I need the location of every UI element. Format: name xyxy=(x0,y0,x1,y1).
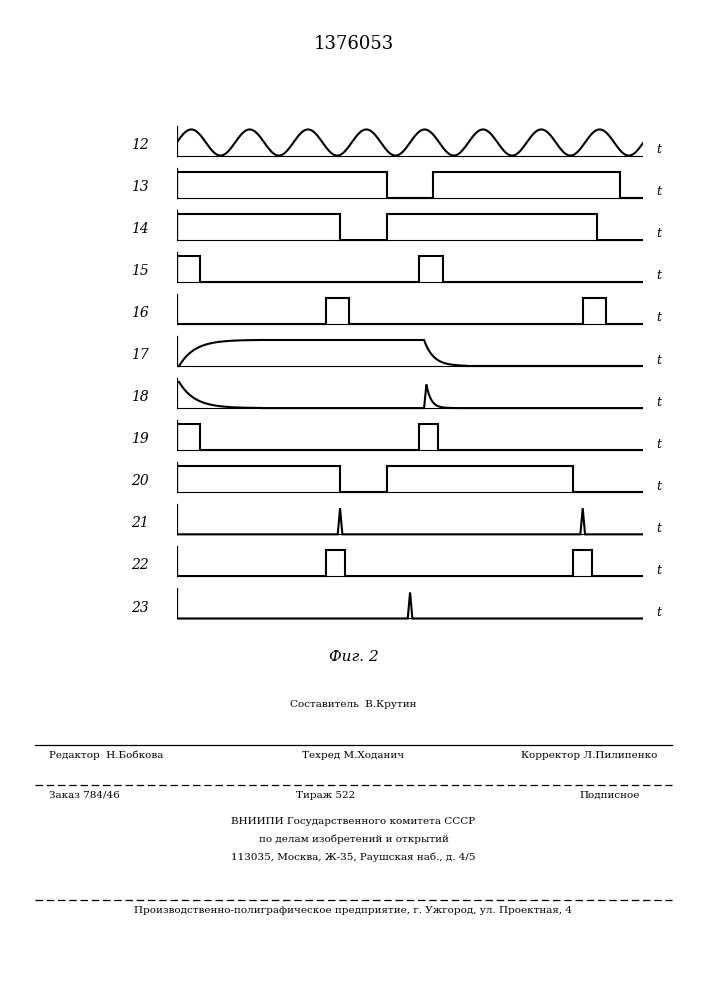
Text: t: t xyxy=(656,606,661,619)
Text: Фиг. 2: Фиг. 2 xyxy=(329,650,378,664)
Text: t: t xyxy=(656,564,661,577)
Text: t: t xyxy=(656,354,661,367)
Text: ВНИИПИ Государственного комитета СССР: ВНИИПИ Государственного комитета СССР xyxy=(231,817,476,826)
Text: 20: 20 xyxy=(131,474,148,488)
Text: t: t xyxy=(656,143,661,156)
Text: 18: 18 xyxy=(131,390,148,404)
Text: 19: 19 xyxy=(131,432,148,446)
Text: 17: 17 xyxy=(131,348,148,362)
Text: 113035, Москва, Ж-35, Раушская наб., д. 4/5: 113035, Москва, Ж-35, Раушская наб., д. … xyxy=(231,853,476,862)
Text: Редактор  Н.Бобкова: Редактор Н.Бобкова xyxy=(49,751,164,760)
Text: по делам изобретений и открытий: по делам изобретений и открытий xyxy=(259,835,448,844)
Text: Подписное: Подписное xyxy=(580,791,640,800)
Text: t: t xyxy=(656,396,661,409)
Text: Корректор Л.Пилипенко: Корректор Л.Пилипенко xyxy=(521,751,658,760)
Text: t: t xyxy=(656,311,661,324)
Text: 1376053: 1376053 xyxy=(313,35,394,53)
Text: 14: 14 xyxy=(131,222,148,236)
Text: Тираж 522: Тираж 522 xyxy=(296,791,355,800)
Text: Техред М.Ходанич: Техред М.Ходанич xyxy=(303,751,404,760)
Text: 15: 15 xyxy=(131,264,148,278)
Text: t: t xyxy=(656,269,661,282)
Text: Составитель  В.Крутин: Составитель В.Крутин xyxy=(291,700,416,709)
Text: 12: 12 xyxy=(131,138,148,152)
Text: Производственно-полиграфическое предприятие, г. Ужгород, ул. Проектная, 4: Производственно-полиграфическое предприя… xyxy=(134,906,573,915)
Text: 16: 16 xyxy=(131,306,148,320)
Text: 21: 21 xyxy=(131,516,148,530)
Text: 23: 23 xyxy=(131,601,148,615)
Text: t: t xyxy=(656,438,661,451)
Text: t: t xyxy=(656,185,661,198)
Text: t: t xyxy=(656,522,661,535)
Text: 13: 13 xyxy=(131,180,148,194)
Text: Заказ 784/46: Заказ 784/46 xyxy=(49,791,120,800)
Text: t: t xyxy=(656,480,661,493)
Text: 22: 22 xyxy=(131,558,148,572)
Text: t: t xyxy=(656,227,661,240)
